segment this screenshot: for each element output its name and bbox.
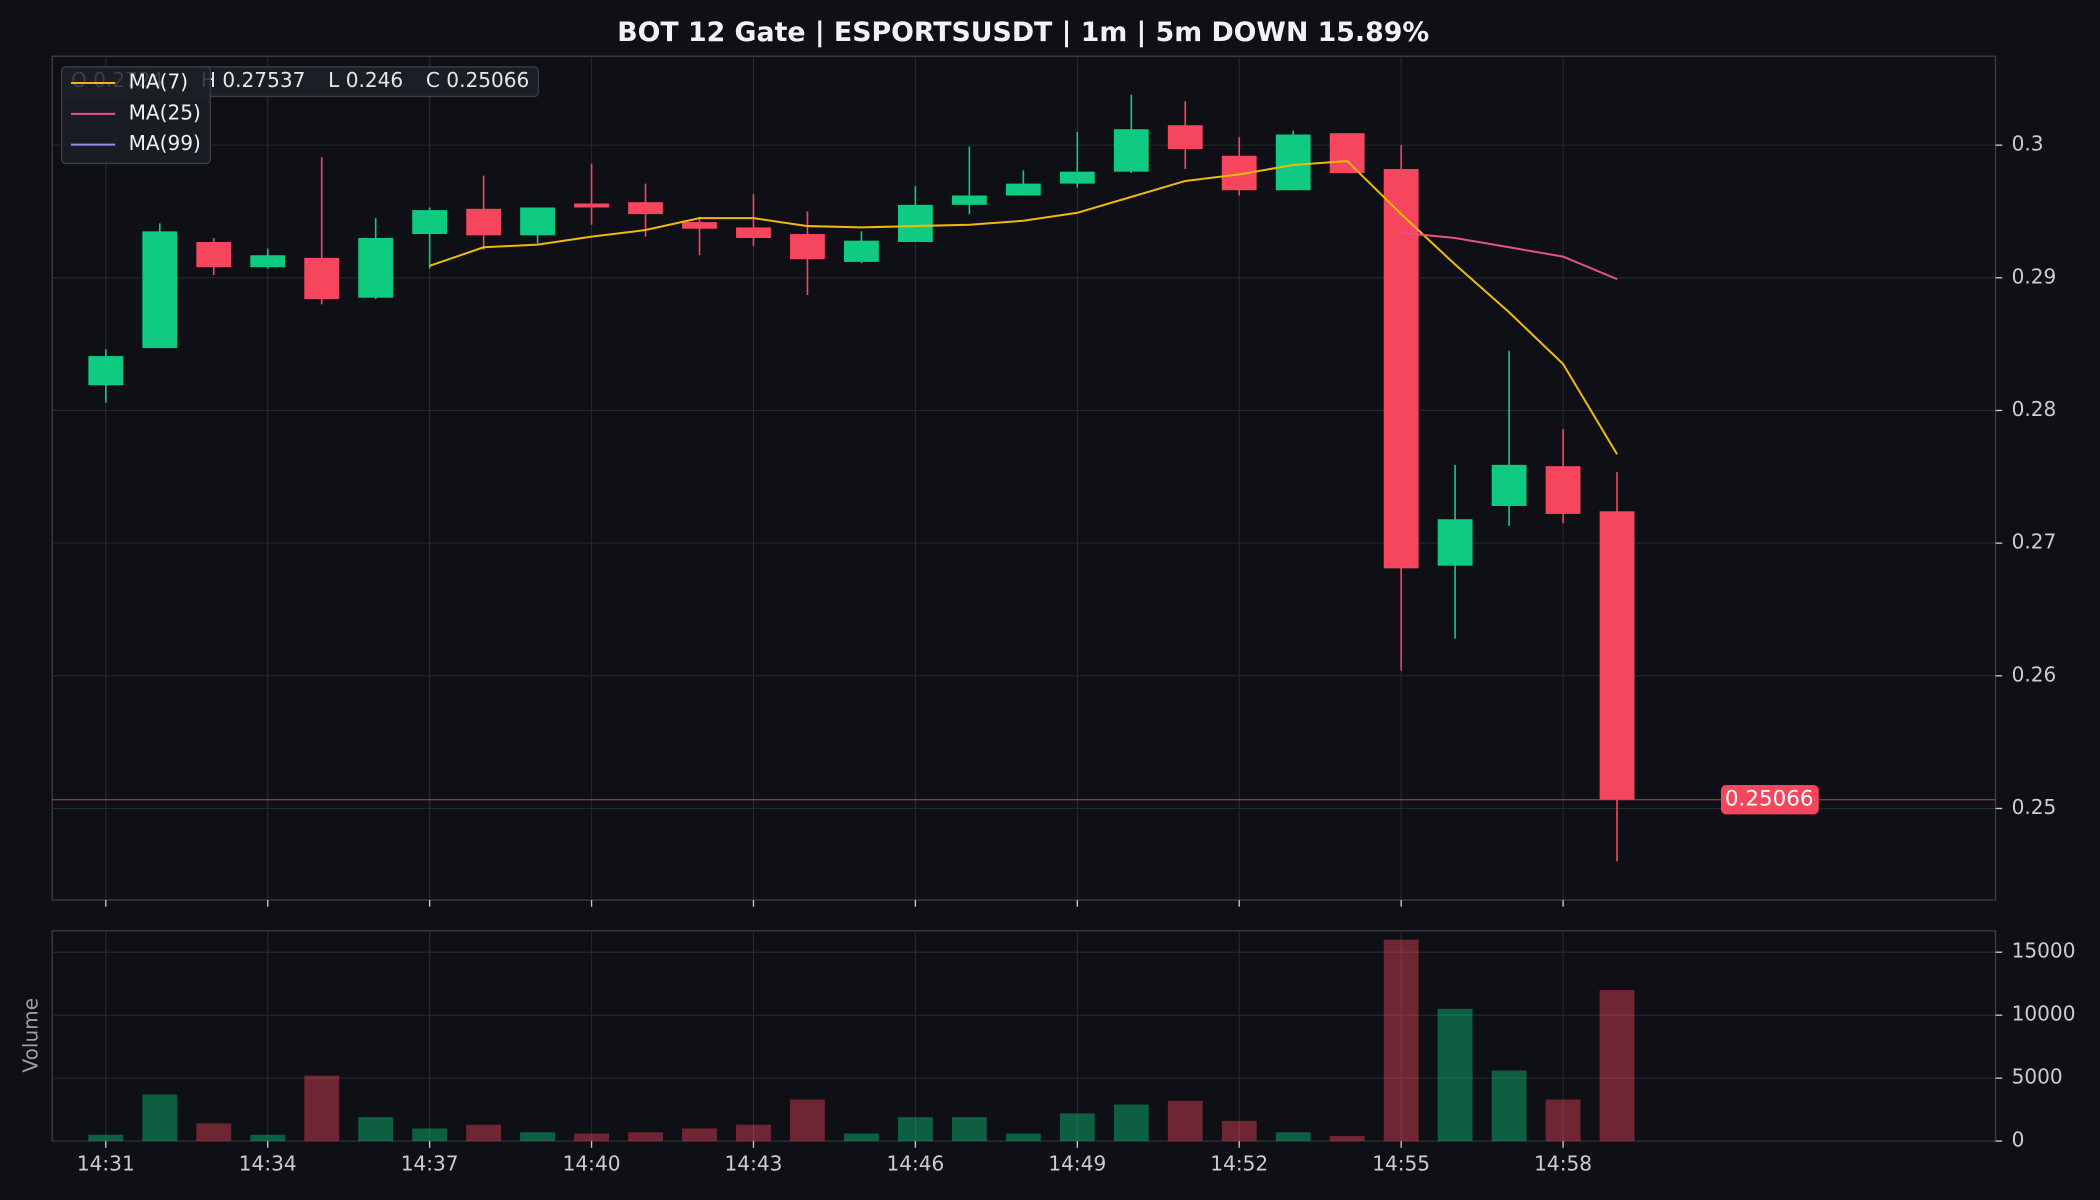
candle-body xyxy=(88,356,124,386)
x-tick-label: 14:43 xyxy=(725,1152,783,1176)
last-price-label: 0.25066 xyxy=(1725,787,1814,812)
volume-bar xyxy=(142,1094,178,1142)
ma-line xyxy=(429,160,1618,455)
volume-bar xyxy=(196,1123,232,1142)
volume-bar xyxy=(736,1124,771,1142)
volume-bar xyxy=(682,1128,717,1142)
x-tick-label: 14:52 xyxy=(1210,1152,1268,1176)
volume-bar xyxy=(574,1133,609,1142)
candle-body xyxy=(466,208,502,236)
candle-body xyxy=(250,255,286,268)
x-tick-label: 14:49 xyxy=(1048,1152,1106,1176)
volume-bar xyxy=(466,1124,502,1142)
volume-label: Volume xyxy=(19,998,43,1073)
volume-bar xyxy=(1545,1099,1581,1142)
last-price-tag xyxy=(1720,784,1819,815)
candle-body xyxy=(682,222,717,229)
legend-label: MA(7) xyxy=(129,70,189,94)
x-tick-label: 14:31 xyxy=(77,1152,135,1176)
candle-body xyxy=(1437,519,1473,566)
candle-body xyxy=(1545,466,1581,514)
x-tick-label: 14:34 xyxy=(239,1152,297,1176)
volume-bar xyxy=(520,1132,555,1142)
x-tick-label: 14:40 xyxy=(563,1152,621,1176)
volume-bar xyxy=(358,1117,394,1142)
volume-bar xyxy=(1167,1100,1203,1142)
y-tick-label: 10000 xyxy=(2012,1002,2076,1026)
y-tick-label: 0 xyxy=(2012,1128,2025,1152)
candle-body xyxy=(1005,183,1041,196)
y-tick-label: 0.29 xyxy=(2012,264,2057,288)
legend-label: MA(99) xyxy=(129,131,201,155)
volume-bar xyxy=(1059,1113,1095,1142)
y-tick-label: 0.28 xyxy=(2012,397,2057,421)
volume-bar xyxy=(951,1117,987,1142)
volume-bar xyxy=(304,1075,340,1142)
ohlc-info: L 0.246 xyxy=(328,68,403,92)
volume-bar xyxy=(1383,939,1419,1142)
candle-body xyxy=(844,240,879,262)
candle-body xyxy=(897,204,933,242)
x-tick-label: 14:37 xyxy=(401,1152,459,1176)
legend-label: MA(25) xyxy=(129,100,201,124)
candle-body xyxy=(1599,511,1635,800)
volume-bar xyxy=(1005,1133,1041,1142)
candle-body xyxy=(574,203,609,208)
volume-bar xyxy=(412,1128,448,1142)
volume-bar xyxy=(1491,1070,1527,1142)
price-panel xyxy=(51,55,1997,901)
volume-bar xyxy=(1275,1132,1311,1142)
y-tick-label: 5000 xyxy=(2012,1065,2063,1089)
volume-bar xyxy=(790,1099,825,1142)
candle-body xyxy=(951,195,987,205)
x-tick-label: 14:58 xyxy=(1534,1152,1592,1176)
y-tick-label: 0.27 xyxy=(2012,530,2057,554)
volume-bar xyxy=(897,1117,933,1142)
candle-body xyxy=(736,227,771,239)
candle-body xyxy=(1383,169,1419,569)
volume-bar xyxy=(1221,1120,1257,1142)
candle-body xyxy=(1059,171,1095,184)
volume-bar xyxy=(1599,989,1635,1142)
y-tick-label: 0.26 xyxy=(2012,662,2057,686)
ma-line xyxy=(1401,231,1618,281)
candle-body xyxy=(520,207,555,236)
ohlc-info: H 0.27537 xyxy=(201,68,306,92)
candle-body xyxy=(196,241,232,268)
volume-bar xyxy=(1113,1104,1149,1142)
candle-body xyxy=(628,202,663,215)
volume-bar xyxy=(88,1134,124,1142)
volume-bar xyxy=(844,1133,879,1142)
legend-box xyxy=(60,66,211,165)
y-tick-label: 0.3 xyxy=(2012,132,2044,156)
candle-body xyxy=(1275,134,1311,191)
candle-body xyxy=(1491,464,1527,506)
ohlc-info: C 0.25066 xyxy=(426,68,529,92)
candle-body xyxy=(304,257,340,300)
volume-bar xyxy=(1329,1136,1365,1142)
x-tick-label: 14:55 xyxy=(1372,1152,1430,1176)
candle-body xyxy=(790,234,825,260)
volume-bar xyxy=(250,1134,286,1142)
chart-title: BOT 12 Gate | ESPORTSUSDT | 1m | 5m DOWN… xyxy=(617,17,1429,48)
candle-body xyxy=(412,210,448,235)
volume-bar xyxy=(628,1132,663,1142)
candle-body xyxy=(1167,125,1203,150)
candle-body xyxy=(142,231,178,349)
x-tick-label: 14:46 xyxy=(886,1152,944,1176)
volume-bar xyxy=(1437,1008,1473,1142)
candle-body xyxy=(358,238,394,298)
candle-body xyxy=(1113,129,1149,172)
y-tick-label: 15000 xyxy=(2012,939,2076,963)
candle-body xyxy=(1329,133,1365,173)
y-tick-label: 0.25 xyxy=(2012,795,2057,819)
